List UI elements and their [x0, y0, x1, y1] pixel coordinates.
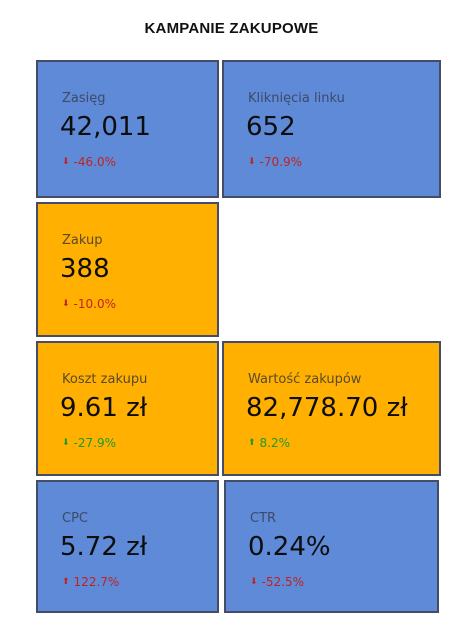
- scorecard-delta-value: -70.9%: [259, 155, 302, 169]
- scorecard-ctr[interactable]: CTR 0.24% ⬇ -52.5%: [224, 480, 439, 613]
- scorecard-cost-per-purchase[interactable]: Koszt zakupu 9.61 zł ⬇ -27.9%: [36, 341, 219, 476]
- scorecard-cpc[interactable]: CPC 5.72 zł ⬆ 122.7%: [36, 480, 219, 613]
- scorecard-delta: ⬆ 8.2%: [248, 436, 290, 450]
- scorecard-label: Koszt zakupu: [62, 372, 148, 387]
- scorecard-value: 42,011: [60, 112, 151, 142]
- scorecard-label: CPC: [62, 511, 88, 526]
- scorecard-value: 82,778.70 zł: [246, 393, 408, 423]
- arrow-up-icon: ⬆: [62, 576, 70, 587]
- scorecard-delta: ⬆ 122.7%: [62, 575, 119, 589]
- scorecard-delta-value: -10.0%: [73, 297, 116, 311]
- scorecard-delta-value: -46.0%: [73, 155, 116, 169]
- scorecard-value: 5.72 zł: [60, 532, 148, 562]
- scorecard-delta-value: -52.5%: [261, 575, 304, 589]
- scorecard-link-clicks[interactable]: Kliknięcia linku 652 ⬇ -70.9%: [222, 60, 441, 198]
- scorecard-delta-value: 8.2%: [259, 436, 291, 450]
- scorecard-label: Kliknięcia linku: [248, 91, 345, 106]
- scorecard-label: CTR: [250, 511, 277, 526]
- scorecard-value: 0.24%: [248, 532, 331, 562]
- scorecard-reach[interactable]: Zasięg 42,011 ⬇ -46.0%: [36, 60, 219, 198]
- scorecard-delta: ⬇ -70.9%: [248, 155, 302, 169]
- scorecard-delta-value: -27.9%: [73, 436, 116, 450]
- scorecard-purchases[interactable]: Zakup 388 ⬇ -10.0%: [36, 202, 219, 337]
- page-title: KAMPANIE ZAKUPOWE: [144, 20, 319, 37]
- scorecard-value: 388: [60, 254, 110, 284]
- scorecard-label: Zakup: [62, 233, 103, 248]
- arrow-up-icon: ⬆: [248, 437, 256, 448]
- scorecard-delta: ⬇ -52.5%: [250, 575, 304, 589]
- scorecard-delta-value: 122.7%: [73, 575, 120, 589]
- scorecard-purchase-value[interactable]: Wartość zakupów 82,778.70 zł ⬆ 8.2%: [222, 341, 441, 476]
- scorecard-delta: ⬇ -10.0%: [62, 297, 116, 311]
- arrow-down-icon: ⬇: [62, 437, 70, 448]
- scorecard-label: Zasięg: [62, 91, 106, 106]
- arrow-down-icon: ⬇: [250, 576, 258, 587]
- scorecard-delta: ⬇ -27.9%: [62, 436, 116, 450]
- arrow-down-icon: ⬇: [62, 298, 70, 309]
- arrow-down-icon: ⬇: [62, 156, 70, 167]
- arrow-down-icon: ⬇: [248, 156, 256, 167]
- scorecard-value: 652: [246, 112, 296, 142]
- scorecard-delta: ⬇ -46.0%: [62, 155, 116, 169]
- scorecard-value: 9.61 zł: [60, 393, 148, 423]
- scorecard-label: Wartość zakupów: [248, 372, 362, 387]
